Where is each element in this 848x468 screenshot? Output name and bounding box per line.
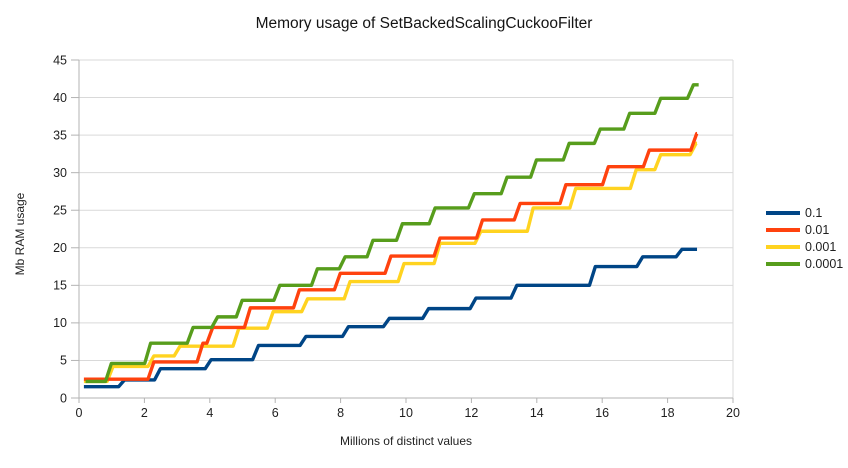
x-tick-label: 20 <box>726 406 740 420</box>
y-tick-label: 10 <box>53 316 67 330</box>
y-tick-label: 15 <box>53 279 67 293</box>
x-tick-label: 2 <box>141 406 148 420</box>
legend-swatch <box>766 244 800 249</box>
x-axis-title: Millions of distinct values <box>339 434 473 448</box>
series-line-0.001 <box>83 141 698 384</box>
legend: 0.1 0.01 0.001 0.0001 <box>766 204 843 272</box>
series-line-0.1 <box>83 247 698 389</box>
x-tick-label: 14 <box>530 406 544 420</box>
x-tick-label: 6 <box>272 406 279 420</box>
y-tick-label: 25 <box>53 204 67 218</box>
x-tick-label: 10 <box>399 406 413 420</box>
x-tick-label: 18 <box>661 406 675 420</box>
y-tick-label: 30 <box>53 166 67 180</box>
x-tick-label: 16 <box>595 406 609 420</box>
y-tick-label: 35 <box>53 128 67 142</box>
x-tick-label: 4 <box>206 406 213 420</box>
legend-item: 0.01 <box>766 221 843 238</box>
legend-label: 0.01 <box>805 222 830 237</box>
x-tick-label: 8 <box>337 406 344 420</box>
y-tick-label: 0 <box>60 391 67 405</box>
x-tick-label: 0 <box>76 406 83 420</box>
series-line-0.0001 <box>85 83 699 384</box>
legend-swatch <box>766 227 800 232</box>
legend-label: 0.0001 <box>805 256 844 271</box>
legend-swatch <box>766 261 800 266</box>
legend-item: 0.1 <box>766 204 843 221</box>
chart-title: Memory usage of SetBackedScalingCuckooFi… <box>255 15 593 32</box>
series-line-0.01 <box>83 131 699 381</box>
x-tick-label: 12 <box>464 406 478 420</box>
legend-item: 0.001 <box>766 238 843 255</box>
legend-label: 0.001 <box>805 239 837 254</box>
y-tick-label: 40 <box>53 91 67 105</box>
legend-label: 0.1 <box>805 205 823 220</box>
y-tick-label: 20 <box>53 241 67 255</box>
y-tick-label: 45 <box>53 53 67 67</box>
legend-item: 0.0001 <box>766 255 843 272</box>
legend-swatch <box>766 210 800 215</box>
y-tick-label: 5 <box>60 354 67 368</box>
